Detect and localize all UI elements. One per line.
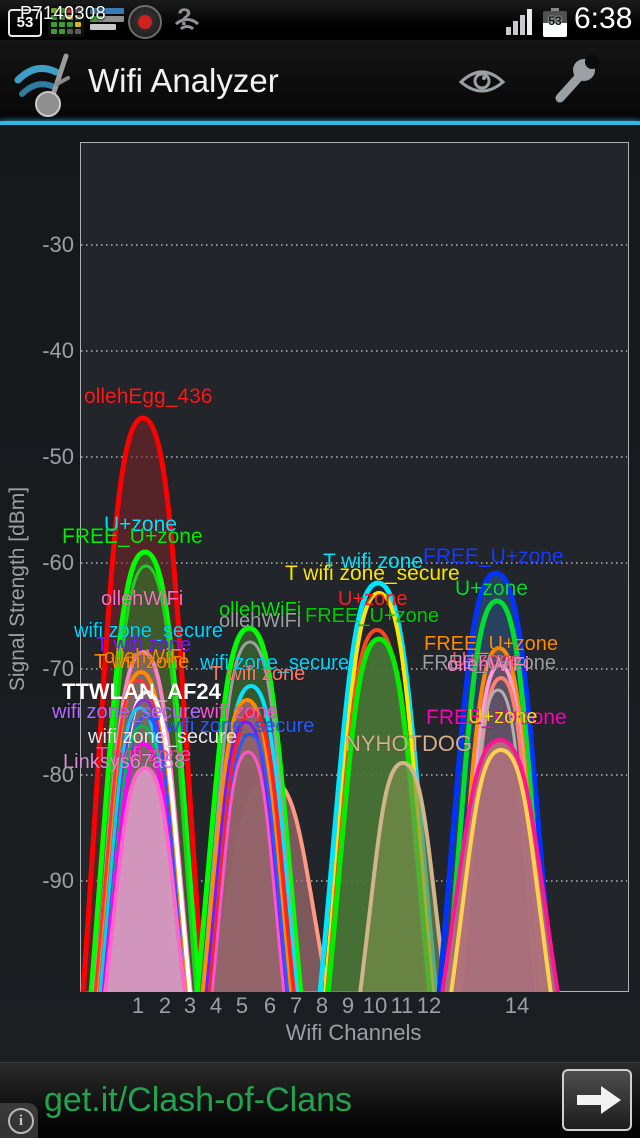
wifi-curve bbox=[358, 761, 448, 992]
ssid-label: TTWLAN_AF24 bbox=[62, 679, 221, 704]
app-grid-icon bbox=[48, 5, 84, 37]
ad-arrow-button[interactable] bbox=[562, 1069, 632, 1131]
ssid-label: ollehWiFi bbox=[219, 599, 302, 621]
wifi-curve bbox=[208, 710, 296, 992]
ssid-label: Linksys67a58 bbox=[63, 751, 186, 773]
ssid-label: T wifi zone bbox=[323, 550, 423, 573]
app-bar: Wifi Analyzer bbox=[0, 40, 640, 122]
ssid-label: FREE_U+zone bbox=[62, 525, 203, 548]
ssid-label: T wifi zone bbox=[96, 744, 192, 766]
status-bar: 53 ? P7140308 53 6:38 bbox=[0, 0, 640, 41]
ssid-label: FREE_U+zone bbox=[426, 706, 567, 729]
ssid-label: T wifi zone bbox=[96, 634, 192, 656]
ssid-label: U+zone bbox=[104, 513, 177, 536]
x-axis-title: Wifi Channels bbox=[285, 1020, 422, 1045]
y-tick-label: -50 bbox=[42, 444, 74, 469]
x-tick-label: 1 bbox=[131, 993, 145, 1018]
y-axis-title: Signal Strength [dBm] bbox=[6, 486, 29, 692]
ssid-label: ollehWiFi bbox=[219, 610, 302, 632]
ad-link-text[interactable]: get.it/Clash-of-Clans bbox=[44, 1081, 353, 1119]
wifi-curve bbox=[200, 640, 300, 992]
y-tick-label: -90 bbox=[42, 868, 74, 893]
x-tick-label: 7 bbox=[289, 993, 303, 1018]
wifi-curve bbox=[204, 720, 288, 992]
ssid-label: FREE_U+zone bbox=[423, 545, 564, 568]
x-tick-label: 2 bbox=[158, 993, 172, 1018]
battery-icon: 53 bbox=[543, 8, 567, 37]
wifi-curve bbox=[210, 750, 286, 992]
wifi-curve bbox=[94, 564, 198, 992]
wifi-channel-graph[interactable]: ollehEgg_436 U+zone FREE_U+zone FREE_U+zone… bbox=[0, 125, 640, 1062]
x-tick-label: 12 bbox=[416, 993, 442, 1018]
ssid-label: U+zone bbox=[455, 577, 528, 600]
list-icon bbox=[90, 8, 124, 34]
page-title: Wifi Analyzer bbox=[88, 62, 279, 99]
y-tick-label: -70 bbox=[42, 656, 74, 681]
x-tick-label: 3 bbox=[183, 993, 197, 1018]
wifi-curve bbox=[440, 738, 560, 992]
y-tick-label: -40 bbox=[42, 338, 74, 363]
eye-icon[interactable] bbox=[458, 66, 506, 98]
screen-record-icon bbox=[128, 5, 162, 39]
clock: 6:38 bbox=[574, 2, 633, 35]
wifi-curves-canvas bbox=[80, 244, 627, 992]
ad-info-tab[interactable]: i bbox=[0, 1103, 38, 1138]
ssid-label: NYHOTDOG bbox=[345, 731, 473, 756]
wifi-question-icon: ? bbox=[168, 4, 204, 38]
ssid-label: wifi zone_secure bbox=[74, 620, 223, 642]
ssid-label: wifi zone_secure bbox=[88, 726, 237, 748]
x-tick-label: 4 bbox=[209, 993, 223, 1018]
ssid-label: T wifi zone_secure bbox=[148, 715, 315, 737]
x-tick-label: 9 bbox=[341, 993, 355, 1018]
ssid-label: T wifi zone bbox=[210, 663, 306, 685]
y-tick-label: -30 bbox=[42, 232, 74, 257]
ssid-label: U+zone bbox=[338, 588, 408, 610]
battery-percent: 53 bbox=[548, 14, 562, 28]
ssid-label: wifi zone_secure bbox=[52, 701, 201, 723]
info-icon: i bbox=[8, 1108, 34, 1134]
ssid-label: ollehWiFi bbox=[104, 646, 187, 668]
x-tick-label: 5 bbox=[235, 993, 249, 1018]
y-tick-label: -60 bbox=[42, 550, 74, 575]
question-glyph: ? bbox=[177, 4, 192, 31]
wifi-curve bbox=[103, 766, 187, 992]
wrench-icon[interactable] bbox=[548, 54, 600, 106]
ssid-label: FREE_U+zone bbox=[424, 633, 558, 655]
x-tick-label: 8 bbox=[315, 993, 329, 1018]
ssid-label: U+zone bbox=[468, 706, 538, 728]
ssid-label: ollehWiFi bbox=[101, 588, 184, 610]
signal-strength-icon bbox=[506, 9, 536, 35]
x-tick-label: 6 bbox=[263, 993, 277, 1018]
ssid-label: ollehEgg_436 bbox=[84, 385, 213, 408]
ssid-label: wifi zone bbox=[200, 701, 278, 723]
x-tick-label: 11 bbox=[390, 993, 414, 1018]
accent-divider bbox=[0, 121, 640, 125]
x-tick-label: 14 bbox=[504, 993, 530, 1018]
ssid-label: FREE_U+zone bbox=[305, 605, 439, 627]
wifi-analyzer-logo bbox=[14, 53, 70, 117]
ssid-label: FREE_U+zone bbox=[422, 652, 556, 674]
y-tick-label: -80 bbox=[42, 762, 74, 787]
ssid-label: T wifi zone bbox=[94, 651, 190, 673]
file-number-overlay: P7140308 bbox=[20, 3, 107, 23]
ssid-label: U+zone bbox=[452, 649, 522, 671]
ad-banner[interactable]: get.it/Clash-of-Clans bbox=[0, 1062, 640, 1138]
ad-arrow-icon bbox=[577, 1086, 621, 1114]
wifi-curve bbox=[201, 698, 293, 992]
ssid-label: wifi zone_secure bbox=[200, 652, 349, 674]
ssid-label: T wifi zone_secure bbox=[285, 562, 460, 585]
ssid-label: ollehWiFi bbox=[447, 654, 530, 676]
counter-badge-icon: 53 bbox=[8, 9, 42, 37]
wifi-curve bbox=[449, 748, 553, 992]
x-tick-label: 10 bbox=[362, 993, 388, 1018]
